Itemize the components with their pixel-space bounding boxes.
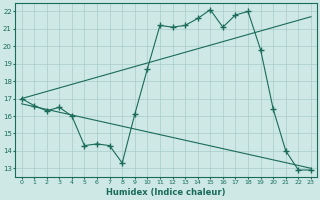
X-axis label: Humidex (Indice chaleur): Humidex (Indice chaleur): [107, 188, 226, 197]
